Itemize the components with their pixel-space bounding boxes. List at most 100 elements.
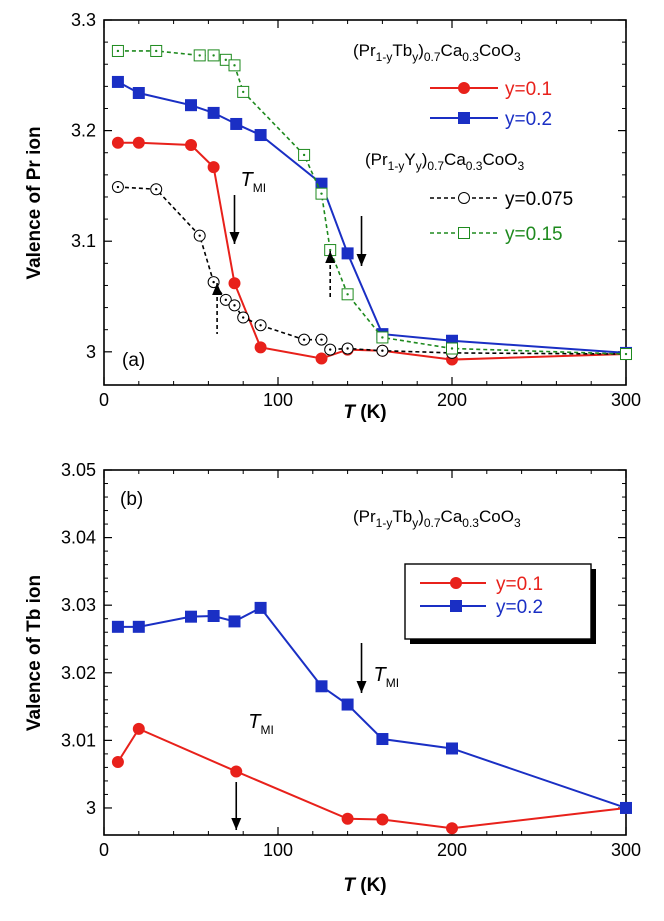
- formula-part: 1-y: [376, 516, 393, 530]
- data-point: [132, 620, 145, 633]
- data-point: [185, 138, 197, 151]
- tmi-sub: MI: [260, 723, 273, 737]
- legend-item-y=0.075: y=0.075: [430, 189, 573, 210]
- formula-part: (Pr: [353, 507, 376, 526]
- data-point: [185, 610, 197, 623]
- panel-label-a: (a): [122, 350, 145, 371]
- y-tick-label: 3.2: [71, 121, 96, 141]
- formula-part: y: [412, 50, 418, 64]
- y-axis-label-a: Valence of Pr ion: [24, 126, 45, 279]
- data-point: [207, 161, 220, 174]
- data-point-dot: [329, 348, 332, 351]
- tmi-label: TMI: [374, 664, 400, 690]
- series-line: [117, 727, 627, 830]
- x-tick-label: 200: [437, 840, 467, 860]
- formula-part: Tb: [392, 507, 412, 526]
- formula-part: y: [412, 516, 418, 530]
- formula-part: 0.3: [466, 159, 483, 173]
- legend-label: y=0.15: [505, 224, 563, 245]
- formula-part: Tb: [392, 41, 412, 60]
- annotations-a: TMI: [212, 169, 367, 334]
- data-point: [254, 129, 267, 142]
- panel-label-b: (b): [120, 489, 143, 510]
- data-point: [132, 87, 145, 99]
- data-point-dot: [155, 49, 158, 53]
- formula-part: ): [422, 150, 428, 169]
- x-tick-label: 0: [99, 840, 109, 860]
- data-point-dot: [198, 54, 201, 57]
- data-point: [207, 610, 220, 622]
- data-point-dot: [259, 324, 262, 327]
- series-line: [117, 186, 627, 355]
- legend-label: y=0.1: [496, 574, 543, 595]
- x-axis-var-b: T: [343, 875, 356, 896]
- x-axis-label-a: T (K): [343, 402, 386, 423]
- legend-item-y=0.1: y=0.1: [420, 574, 543, 595]
- y-tick-label: 3.3: [71, 10, 96, 30]
- data-point: [254, 601, 267, 614]
- data-point-dot: [198, 234, 201, 237]
- series-a: [111, 44, 632, 366]
- formula-part: Ca: [441, 507, 463, 526]
- data-point-dot: [346, 347, 349, 350]
- data-point: [315, 680, 328, 693]
- down-arrow: [356, 216, 367, 266]
- data-point-dot: [242, 316, 245, 319]
- dashed-up-arrow: [325, 251, 336, 298]
- y-tick-label: 3.04: [61, 528, 96, 548]
- formula-part: ): [418, 507, 424, 526]
- legend-marker: [458, 82, 470, 94]
- legend-label: y=0.075: [505, 189, 573, 210]
- formula-part: y: [416, 159, 422, 173]
- data-point: [132, 136, 145, 149]
- x-tick-label: 200: [437, 390, 467, 410]
- tmi-sub: MI: [386, 676, 399, 690]
- legend-a: (Pr1-yTby)0.7Ca0.3CoO3(Pr1-yYy)0.7Ca0.3C…: [353, 41, 573, 245]
- data-point: [341, 698, 354, 711]
- formula-part: 0.3: [462, 50, 479, 64]
- data-point: [230, 765, 243, 778]
- x-tick-label: 100: [263, 840, 293, 860]
- data-point: [111, 620, 124, 633]
- y-tick-label: 3: [86, 342, 96, 362]
- data-point: [341, 812, 354, 825]
- data-point: [111, 756, 124, 768]
- formula-part: (Pr: [365, 150, 388, 169]
- data-point: [446, 822, 458, 835]
- legend-marker: [458, 112, 470, 124]
- y-tick-label: 3.01: [61, 730, 96, 750]
- series-y=0.1: [111, 722, 632, 835]
- data-point: [230, 117, 243, 130]
- data-point: [254, 341, 267, 354]
- data-point-dot: [212, 280, 215, 284]
- formula-part: CoO: [482, 150, 517, 169]
- y-tick-label: 3.02: [61, 663, 96, 683]
- x-axis-unit-b: (K): [355, 875, 387, 896]
- legend-marker: [458, 192, 470, 204]
- tmi-var: T: [241, 169, 255, 191]
- data-point-dot: [450, 347, 454, 350]
- data-point-dot: [224, 58, 227, 62]
- data-point: [446, 742, 458, 755]
- formula-part: 1-y: [376, 50, 393, 64]
- legend-label: y=0.1: [505, 79, 552, 100]
- data-point-dot: [224, 298, 227, 302]
- y-tick-label: 3: [86, 798, 96, 818]
- down-arrow: [231, 782, 242, 830]
- legend-marker: [450, 600, 462, 612]
- formula-part: 0.7: [424, 50, 441, 64]
- legend-formula-1: (Pr1-yTby)0.7Ca0.3CoO3: [353, 507, 521, 530]
- tmi-var: T: [374, 664, 388, 686]
- data-point-dot: [329, 248, 332, 252]
- data-point: [207, 106, 220, 119]
- formula-part: 0.3: [462, 516, 479, 530]
- data-point-dot: [212, 54, 215, 57]
- series-y=0.1: [111, 136, 632, 366]
- data-point: [185, 99, 197, 112]
- data-point: [111, 75, 124, 88]
- formula-part: 3: [514, 50, 521, 64]
- tmi-label: TMI: [241, 169, 267, 195]
